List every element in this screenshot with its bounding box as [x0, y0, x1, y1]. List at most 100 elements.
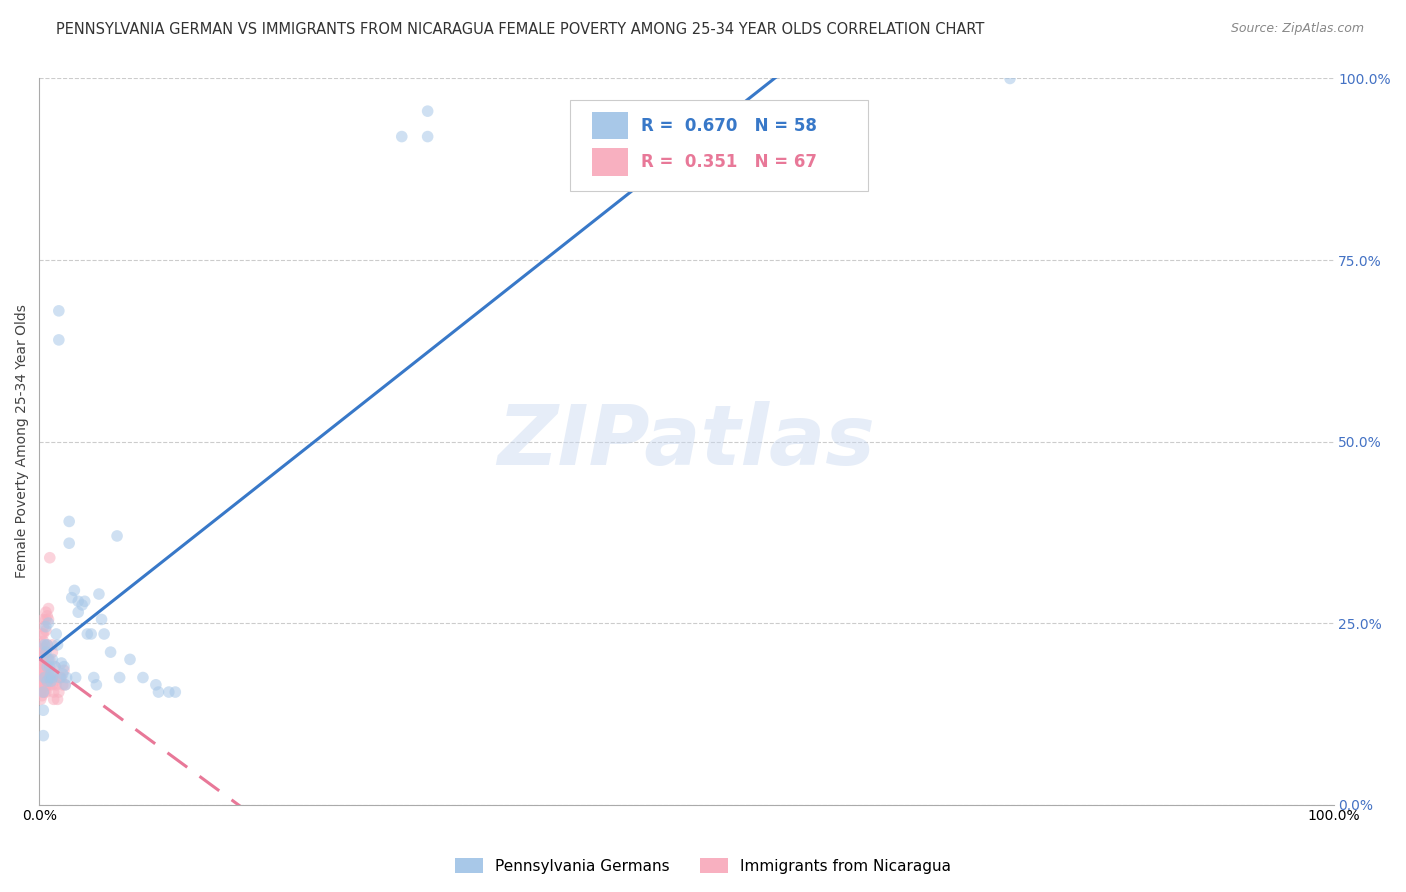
Point [51, 671, 73, 685]
Point [37, 638, 59, 652]
FancyBboxPatch shape [569, 100, 868, 191]
Point [48, 333, 70, 347]
Point [32, 641, 55, 656]
Point [31, 627, 53, 641]
Point [37, 659, 59, 673]
Point [37, 638, 59, 652]
Point [38, 659, 60, 673]
Point [49, 671, 72, 685]
Point [39, 667, 62, 681]
Point [38, 652, 60, 666]
Point [37, 608, 59, 623]
Point [35, 663, 58, 677]
Point [416, 129, 439, 144]
Point [90, 612, 112, 626]
Point [30, 678, 52, 692]
Legend: Pennsylvania Germans, Immigrants from Nicaragua: Pennsylvania Germans, Immigrants from Ni… [449, 852, 957, 880]
Text: ZIPatlas: ZIPatlas [498, 401, 876, 482]
Point [93, 627, 115, 641]
Point [37, 612, 59, 626]
Point [60, 591, 83, 605]
Point [51, 656, 73, 670]
Point [35, 605, 58, 619]
Point [32, 620, 55, 634]
Point [35, 685, 58, 699]
Text: R =  0.670   N = 58: R = 0.670 N = 58 [641, 117, 817, 135]
Point [30, 685, 52, 699]
Point [32, 634, 55, 648]
Point [31, 645, 53, 659]
Point [32, 685, 55, 699]
Point [100, 645, 122, 659]
Point [30, 663, 52, 677]
Point [30, 671, 52, 685]
Point [48, 303, 70, 318]
Point [46, 638, 69, 652]
Point [165, 685, 187, 699]
Point [83, 671, 105, 685]
Point [80, 627, 103, 641]
Point [32, 729, 55, 743]
Point [35, 678, 58, 692]
Point [48, 685, 70, 699]
Point [32, 612, 55, 626]
Point [41, 645, 63, 659]
Point [42, 685, 65, 699]
Point [34, 663, 56, 677]
Point [34, 685, 56, 699]
Point [76, 627, 98, 641]
Text: Source: ZipAtlas.com: Source: ZipAtlas.com [1230, 22, 1364, 36]
Point [37, 601, 59, 615]
Point [45, 678, 67, 692]
Point [39, 674, 62, 689]
Point [157, 685, 180, 699]
Point [55, 671, 77, 685]
Point [31, 638, 53, 652]
Point [49, 671, 72, 685]
Text: R =  0.351   N = 67: R = 0.351 N = 67 [641, 153, 817, 171]
Point [67, 605, 90, 619]
Point [45, 627, 67, 641]
Point [32, 678, 55, 692]
Point [37, 652, 59, 666]
Point [391, 129, 413, 144]
Point [37, 671, 59, 685]
Point [73, 594, 96, 608]
Bar [592, 112, 628, 139]
Point [53, 659, 76, 673]
Point [44, 659, 66, 673]
Point [87, 587, 110, 601]
Point [46, 692, 69, 706]
Point [41, 638, 63, 652]
Point [32, 703, 55, 717]
Point [58, 515, 80, 529]
Point [31, 689, 53, 703]
Point [70, 598, 93, 612]
Point [41, 671, 63, 685]
Point [30, 641, 52, 656]
Point [53, 663, 76, 677]
Point [34, 671, 56, 685]
Point [105, 529, 128, 543]
Point [416, 104, 439, 119]
Point [31, 659, 53, 673]
Point [44, 674, 66, 689]
Point [37, 674, 59, 689]
Point [118, 652, 141, 666]
Point [38, 678, 60, 692]
Point [38, 550, 60, 565]
Point [52, 667, 75, 681]
Point [32, 656, 55, 670]
Point [31, 652, 53, 666]
Point [34, 678, 56, 692]
Point [39, 667, 62, 681]
Point [37, 678, 59, 692]
Point [145, 678, 167, 692]
Point [31, 667, 53, 681]
Point [37, 616, 59, 631]
Point [30, 648, 52, 663]
Point [38, 671, 60, 685]
Point [32, 671, 55, 685]
Point [31, 681, 53, 696]
Point [108, 671, 131, 685]
